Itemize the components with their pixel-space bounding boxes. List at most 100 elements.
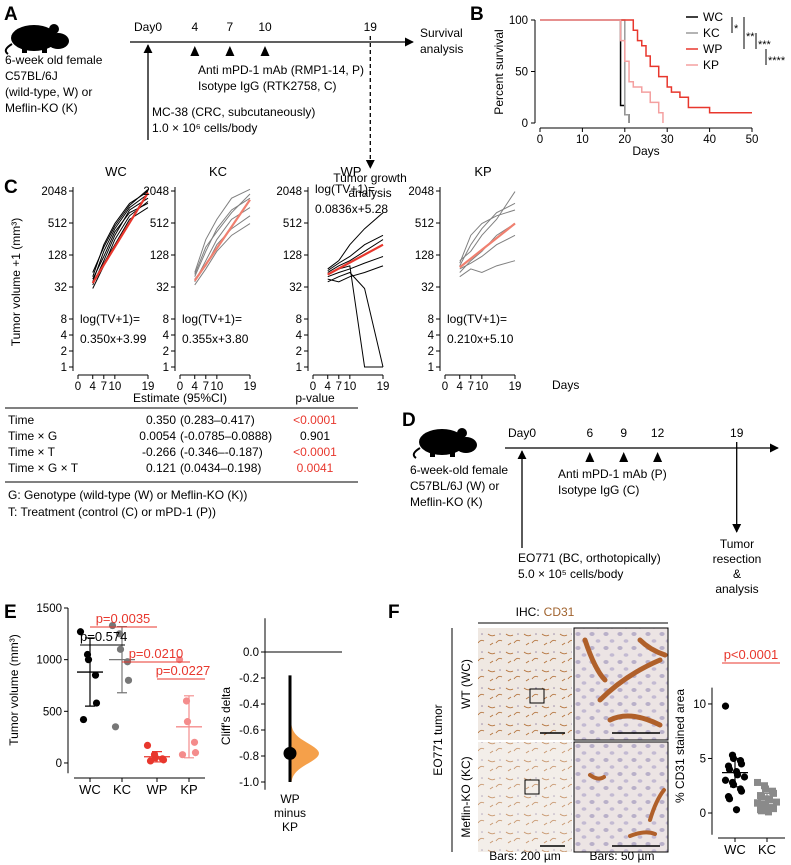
y-tick-label: 8 (296, 314, 302, 326)
day-label: 6 (586, 426, 593, 440)
ihc-prefix: IHC: (516, 605, 540, 619)
y-tick-label: 8 (428, 314, 434, 326)
y-tick-label: 32 (421, 282, 434, 294)
y-tick-label: 32 (289, 282, 302, 294)
x-tick-label: 4 (325, 381, 332, 393)
data-point (76, 628, 85, 636)
growth-curve (459, 234, 516, 270)
data-point (725, 765, 734, 773)
endpoint-text: analysis (715, 582, 758, 596)
x-tick-label: 0 (537, 134, 543, 146)
x-axis-label: KP (282, 820, 298, 834)
x-tick-label: 7 (468, 381, 474, 393)
data-point (770, 789, 777, 797)
fit-equation: 0.350x+3.99 (80, 332, 147, 346)
growth-curve (92, 202, 149, 280)
x-axis-label: Days (632, 144, 659, 158)
y-tick-label: 512 (48, 218, 67, 230)
table-term: Time × G (8, 429, 57, 443)
data-point (732, 806, 741, 814)
table-estimate: -0.266 (142, 445, 176, 459)
table-ci: (-0.346–-0.187) (180, 445, 263, 459)
y-tick-label: 50 (515, 67, 528, 79)
ihc-marker: CD31 (544, 605, 575, 619)
data-point (178, 751, 187, 759)
day-label: 7 (227, 20, 234, 34)
y-tick-label: 4 (296, 330, 303, 342)
x-tick-label: WC (724, 842, 746, 857)
fit-line (91, 192, 149, 284)
x-tick-label: 40 (703, 134, 716, 146)
y-tick-label: 512 (150, 218, 169, 230)
data-point (721, 776, 730, 784)
fit-line (193, 199, 251, 282)
growth-curve (92, 188, 149, 273)
x-tick-label: 4 (457, 381, 464, 393)
comparison-label: p=0.0210 (129, 646, 184, 661)
day-label: 12 (651, 426, 665, 440)
treatment-text: Isotype IgG (RTK2758, C) (198, 79, 337, 93)
y-tick-label: 1 (61, 362, 67, 374)
table-p: <0.0001 (293, 445, 337, 459)
fit-line (327, 243, 384, 276)
ihc-image (478, 628, 572, 740)
endpoint-text: Tumor (720, 537, 754, 551)
significance-label: * (734, 23, 739, 35)
y-tick-label: 128 (415, 250, 434, 262)
y-axis-label: % CD31 stained area (673, 689, 687, 803)
y-tick-label: 8 (61, 314, 67, 326)
y-tick-label: -0.4 (239, 699, 259, 711)
y-tick-label: 0 (522, 118, 528, 130)
x-tick-label: 10 (108, 381, 121, 393)
inset-box (524, 779, 540, 795)
y-tick-label: 2 (163, 346, 169, 358)
x-tick-label: 19 (244, 381, 257, 393)
data-point (758, 793, 765, 801)
x-tick-label: 19 (142, 381, 155, 393)
table-header: Estimate (95%CI) (133, 391, 227, 405)
x-tick-label: 19 (509, 381, 522, 393)
growth-curve (194, 223, 251, 286)
effect-estimate (283, 746, 297, 760)
y-tick-label: 2048 (408, 186, 434, 198)
y-tick-label: 1000 (36, 655, 62, 667)
y-tick-label: 2048 (276, 186, 302, 198)
day-label: 4 (191, 20, 198, 34)
significance-label: *** (758, 39, 772, 51)
mouse-text: C57BL/6J (W) or (410, 479, 499, 493)
x-tick-label: 19 (377, 381, 390, 393)
data-point (737, 760, 746, 768)
growth-curve (92, 193, 149, 283)
growth-curve (459, 209, 516, 264)
y-tick-label: 1 (163, 362, 169, 374)
data-point (754, 778, 761, 786)
y-tick-label: -1.0 (239, 777, 259, 789)
y-tick-label: 2 (296, 346, 302, 358)
mouse-text: C57BL/6J (5, 69, 58, 83)
mouse-icon (4, 24, 69, 55)
treatment-mark (653, 452, 663, 462)
row-label: WT (WC) (459, 659, 473, 709)
mouse-text: Meflin-KO (K) (5, 101, 78, 115)
bootstrap-density (291, 712, 319, 782)
panel-label: E (4, 602, 17, 623)
survival-curve (540, 19, 630, 123)
table-ci: (-0.0785–0.0888) (180, 429, 272, 443)
data-point (116, 645, 125, 653)
error-bar (85, 637, 95, 707)
ihc-image (478, 742, 572, 852)
data-point (191, 749, 200, 757)
y-tick-label: 0 (56, 758, 62, 770)
fit-equation: log(TV+1)= (182, 312, 242, 326)
y-axis-label: Tumor volume +1 (mm³) (9, 218, 23, 347)
mouse-text: 6-week-old female (410, 463, 508, 477)
y-tick-label: 512 (415, 218, 434, 230)
x-tick-label: 30 (661, 134, 674, 146)
x-tick-label: 10 (343, 381, 356, 393)
x-tick-label: 10 (576, 134, 589, 146)
x-tick-label: 10 (475, 381, 488, 393)
error-bar (184, 695, 194, 759)
x-tick-label: KC (758, 842, 776, 857)
growth-curve (194, 193, 251, 275)
day-label: Day0 (134, 20, 162, 34)
